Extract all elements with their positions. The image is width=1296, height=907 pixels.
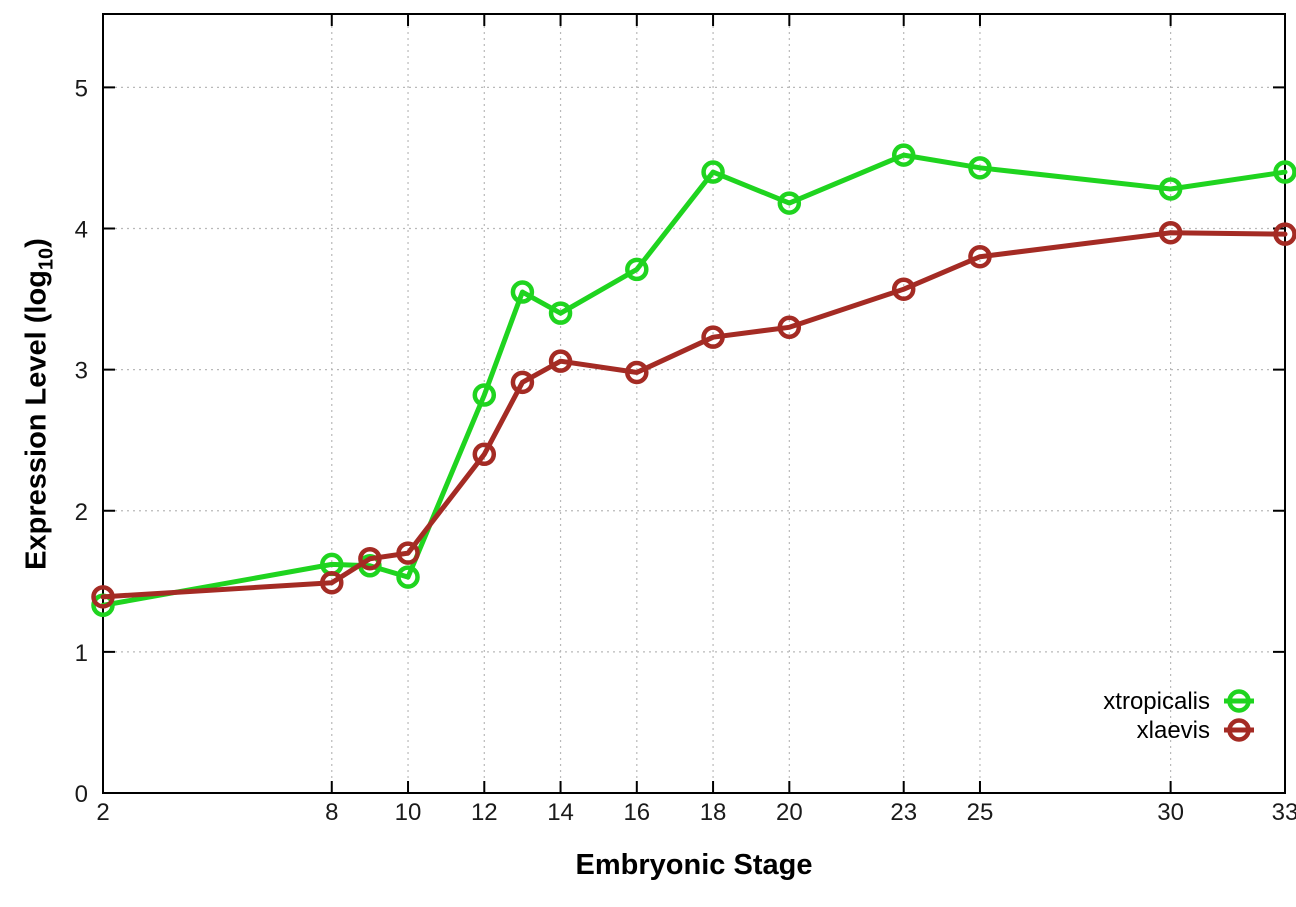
data-point-xlaevis — [358, 546, 382, 571]
x-tick-label: 33 — [1272, 799, 1296, 826]
x-tick-label: 2 — [96, 799, 109, 826]
y-tick-label: 2 — [75, 499, 88, 526]
plot-border — [102, 13, 1286, 794]
legend-marker-xtropicalis — [1227, 689, 1251, 713]
x-tick-label: 12 — [471, 799, 498, 826]
data-point-xlaevis — [891, 277, 916, 301]
x-tick-label: 14 — [547, 799, 574, 826]
data-point-xlaevis — [320, 570, 344, 595]
x-axis-title: Embryonic Stage — [575, 849, 813, 881]
x-tick-label: 30 — [1157, 799, 1184, 826]
data-point-xlaevis — [625, 360, 649, 385]
x-tick-label: 25 — [967, 799, 994, 826]
series-line-xtropicalis — [100, 152, 1288, 608]
data-point-xlaevis — [777, 315, 802, 340]
data-point-xtropicalis — [701, 160, 725, 184]
data-point-xlaevis — [396, 541, 420, 565]
data-point-xlaevis — [1158, 220, 1183, 245]
y-axis-title-prefix: Expression Level (log — [20, 270, 53, 570]
data-point-xlaevis — [548, 349, 573, 373]
x-tick-label: 8 — [325, 799, 338, 826]
data-point-xlaevis — [510, 370, 535, 395]
x-tick-label: 20 — [776, 799, 803, 826]
y-axis-title-suffix: ) — [20, 238, 53, 248]
data-point-xtropicalis — [968, 156, 992, 180]
y-axis-title: Expression Level (log10) — [20, 238, 58, 570]
y-tick-label: 3 — [75, 358, 88, 385]
data-point-xlaevis — [1273, 222, 1296, 246]
data-point-xtropicalis — [1273, 160, 1296, 184]
data-point-xtropicalis — [510, 280, 535, 304]
data-point-xlaevis — [701, 325, 725, 349]
y-tick-label: 1 — [75, 640, 88, 667]
data-point-xlaevis — [91, 585, 115, 609]
data-point-xtropicalis — [472, 383, 497, 407]
x-tick-label: 18 — [700, 799, 727, 826]
x-tick-label: 10 — [395, 799, 422, 826]
series-line-xlaevis — [100, 230, 1288, 600]
y-tick-label: 0 — [75, 781, 88, 808]
data-point-xtropicalis — [891, 143, 916, 167]
data-point-xtropicalis — [548, 301, 573, 325]
y-tick-label: 5 — [75, 75, 88, 102]
y-axis-title-subscript: 10 — [35, 247, 58, 271]
legend-marker-xlaevis — [1227, 718, 1251, 742]
data-point-xtropicalis — [396, 565, 420, 589]
x-tick-label: 23 — [890, 799, 917, 826]
x-tick-label: 16 — [623, 799, 650, 826]
legend-label-xlaevis: xlaevis — [1137, 717, 1210, 744]
data-point-xtropicalis — [1158, 177, 1183, 201]
data-point-xlaevis — [472, 442, 497, 467]
data-point-xlaevis — [968, 244, 992, 269]
y-tick-label: 4 — [75, 217, 88, 244]
data-point-xtropicalis — [777, 191, 802, 215]
legend-label-xtropicalis: xtropicalis — [1103, 688, 1210, 715]
data-point-xtropicalis — [625, 257, 649, 282]
